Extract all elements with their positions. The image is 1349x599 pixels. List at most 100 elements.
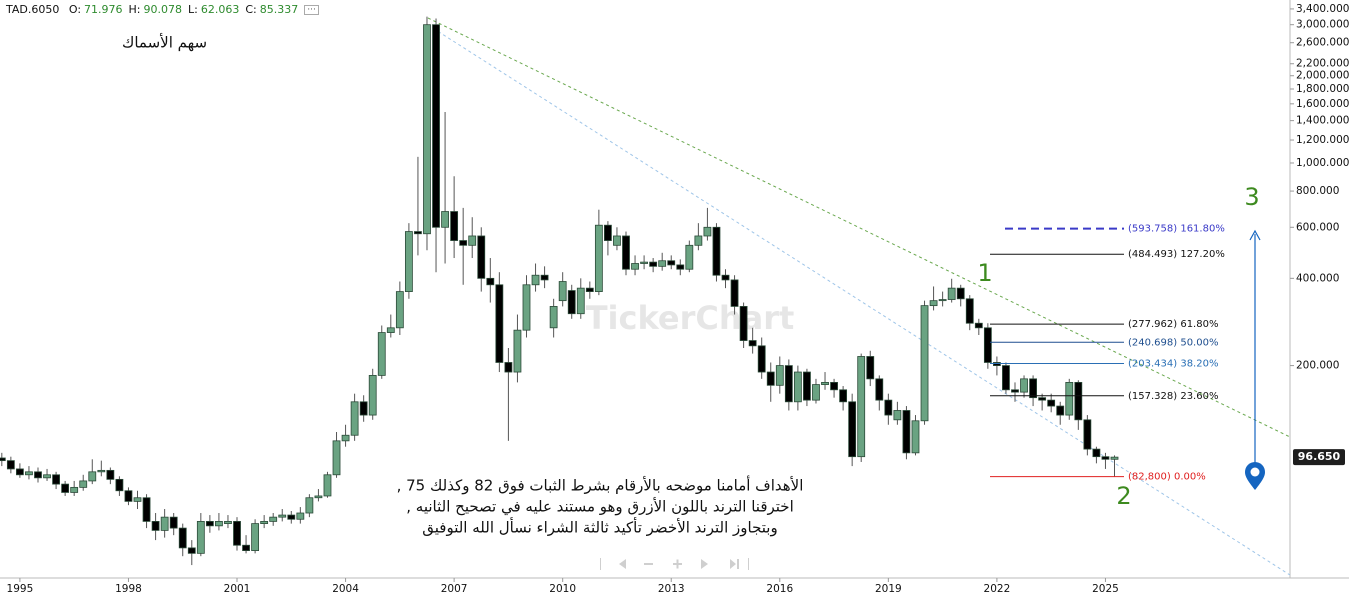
candle-body xyxy=(287,514,296,520)
navigation-toolbar xyxy=(600,558,749,570)
candle-body xyxy=(721,274,730,281)
candle-body xyxy=(187,547,196,554)
candle-body xyxy=(567,290,576,315)
candle-body xyxy=(233,521,241,546)
candle-body xyxy=(441,211,449,228)
candle-body xyxy=(974,322,983,329)
scroll-end[interactable] xyxy=(730,559,739,569)
scroll-left[interactable] xyxy=(619,559,626,569)
candle-body xyxy=(522,284,531,331)
y-tick-label: 2,600.000 xyxy=(1296,37,1349,49)
candle-body xyxy=(821,381,829,385)
candle-body xyxy=(793,371,802,403)
candle-body xyxy=(323,474,332,497)
candle-body xyxy=(993,362,1001,366)
candle-body xyxy=(350,401,359,436)
candle-body xyxy=(341,434,350,442)
candle-body xyxy=(622,235,630,270)
x-tick-label: 2007 xyxy=(441,583,468,595)
candle-body xyxy=(196,521,205,554)
candle-body xyxy=(16,468,24,476)
legend-menu[interactable]: ··· xyxy=(304,5,319,15)
y-tick-label: 3,000.000 xyxy=(1296,19,1349,31)
x-tick-label: 2004 xyxy=(332,583,359,595)
ohlc-label: O: xyxy=(68,3,82,16)
candle-body xyxy=(88,471,97,482)
candle-body xyxy=(296,512,305,520)
candle-body xyxy=(938,299,947,302)
toolbar-separator xyxy=(600,558,601,570)
candle-body xyxy=(775,365,784,386)
x-tick-label: 2016 xyxy=(766,583,793,595)
candle-body xyxy=(549,306,558,329)
candle-body xyxy=(929,300,938,307)
pin-hole xyxy=(1250,467,1260,477)
fib-label: (82,800) 0.00% xyxy=(1128,472,1206,483)
y-tick-label: 3,400.000 xyxy=(1296,3,1349,15)
candle-body xyxy=(386,327,395,333)
candle-body xyxy=(585,287,594,292)
zoom-out[interactable] xyxy=(644,563,653,565)
ohlc-value: 85.337 xyxy=(259,3,299,16)
x-tick-label: 2001 xyxy=(224,583,251,595)
y-tick-label: 1,200.000 xyxy=(1296,134,1349,146)
y-tick-label: 800.000 xyxy=(1296,185,1339,197)
x-tick-label: 1998 xyxy=(115,583,142,595)
wave-label: 1 xyxy=(977,259,992,287)
x-tick-label: 2022 xyxy=(984,583,1011,595)
candle-body xyxy=(450,211,459,241)
x-tick-label: 2019 xyxy=(875,583,902,595)
toolbar-separator xyxy=(748,558,749,570)
candle-body xyxy=(305,497,314,514)
fib-label: (157.328) 23.60% xyxy=(1128,391,1218,402)
candle-body xyxy=(432,24,440,228)
ohlc-label: L: xyxy=(188,3,198,16)
candle-body xyxy=(1029,378,1037,399)
candle-body xyxy=(730,279,739,307)
ohlc-legend: TAD.6050 O: 71.976 H: 90.078 L: 62.063 C: 85.33… xyxy=(6,3,325,16)
candle-body xyxy=(839,389,848,403)
candle-body xyxy=(784,365,793,403)
candle-body xyxy=(414,231,422,235)
candle-body xyxy=(43,474,51,479)
ohlc-value: 90.078 xyxy=(143,3,183,16)
candle-body xyxy=(640,261,648,264)
candle-body xyxy=(739,306,748,341)
candle-body xyxy=(6,460,15,470)
candle-body xyxy=(875,378,884,401)
candle-body xyxy=(377,332,386,376)
candle-body xyxy=(803,371,811,401)
scroll-right[interactable] xyxy=(701,559,708,569)
candle-body xyxy=(857,356,866,458)
x-tick-label: 2013 xyxy=(658,583,685,595)
wave-label: 2 xyxy=(1116,482,1131,510)
candle-body xyxy=(459,240,468,246)
candle-body xyxy=(884,399,893,416)
note-line: وبتجاوز الترند الأخضر تأكيد ثالثة الشراء… xyxy=(422,517,777,537)
arrow-head xyxy=(1249,229,1261,241)
candle-body xyxy=(1020,378,1028,393)
candle-body xyxy=(70,486,79,493)
fib-label: (240.698) 50.00% xyxy=(1128,337,1218,348)
fib-label: (593.758) 161.80% xyxy=(1128,224,1225,235)
candle-body xyxy=(495,284,504,363)
candle-body xyxy=(757,345,766,373)
candle-body xyxy=(160,516,169,531)
candle-body xyxy=(486,277,495,286)
candle-body xyxy=(1110,456,1119,460)
zoom-in[interactable] xyxy=(673,559,682,569)
candle-body xyxy=(649,261,658,267)
candle-body xyxy=(423,24,431,235)
candle-body xyxy=(242,544,250,551)
candle-body xyxy=(766,371,775,386)
y-tick-label: 1,600.000 xyxy=(1296,98,1349,110)
candle-body xyxy=(703,226,712,237)
candle-body xyxy=(1083,419,1092,450)
candle-body xyxy=(712,226,721,276)
ohlc-label: C: xyxy=(245,3,257,16)
candle-body xyxy=(848,401,857,458)
candle-body xyxy=(902,410,911,454)
candle-body xyxy=(576,287,585,315)
last-price-label: 96.650 xyxy=(1298,450,1341,463)
